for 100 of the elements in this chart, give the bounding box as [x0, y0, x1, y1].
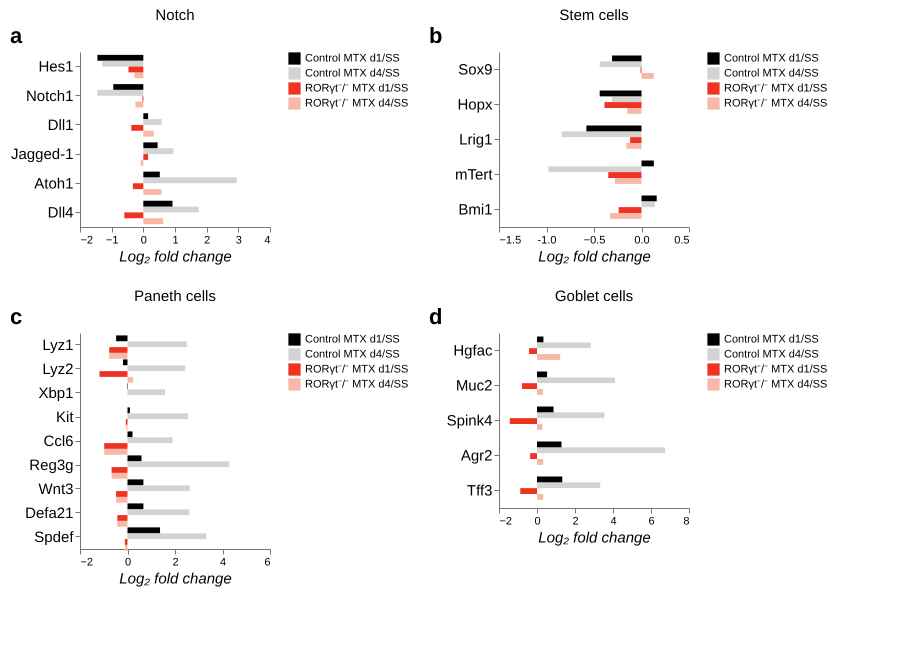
y-tick-label: Ccl6: [43, 433, 74, 450]
y-tick-label: Agr2: [460, 448, 492, 464]
legend-label: RORγt⁻/⁻ MTX d1/SS: [724, 364, 828, 376]
bar: [143, 200, 172, 207]
x-tick-label: 0: [140, 234, 147, 246]
y-tick-label: Lyz1: [42, 337, 74, 354]
chart-title: Stem cells: [559, 7, 629, 24]
y-tick-label: Muc2: [456, 378, 492, 394]
x-tick-label: 0: [124, 556, 132, 568]
bar: [537, 476, 562, 482]
bar: [143, 189, 162, 195]
x-tick-label: 2: [172, 556, 179, 568]
bar: [117, 515, 128, 521]
x-tick-label: 8: [683, 516, 690, 528]
legend-label: RORγt⁻/⁻ MTX d4/SS: [305, 378, 408, 390]
y-tick-label: Atoh1: [34, 175, 74, 192]
bar: [128, 455, 142, 462]
bar: [128, 485, 190, 492]
bar: [128, 66, 144, 72]
y-tick-label: Dll1: [48, 116, 74, 134]
bar: [102, 60, 144, 67]
y-tick-label: Spink4: [446, 412, 492, 430]
bar: [113, 84, 144, 90]
bar: [143, 148, 174, 154]
y-tick-label: Lrig1: [459, 132, 492, 148]
bar: [134, 72, 144, 78]
legend-label: RORγt⁻/⁻ MTX d1/SS: [724, 82, 828, 94]
x-tick-label: -1.0: [538, 234, 556, 246]
bar: [99, 371, 128, 377]
legend-label: RORγt⁻/⁻ MTX d1/SS: [305, 82, 408, 94]
bar: [143, 206, 199, 212]
y-tick-label: Kit: [56, 409, 74, 426]
bar: [537, 482, 600, 488]
bar: [510, 418, 537, 424]
bar: [128, 431, 132, 438]
bar: [104, 448, 128, 455]
legend-label: Control MTX d1/SS: [305, 52, 400, 64]
bar: [109, 352, 128, 359]
legend-label: RORγt⁻/⁻ MTX d4/SS: [724, 98, 828, 110]
legend-label: Control MTX d1/SS: [724, 334, 819, 346]
x-tick-label: −2: [80, 556, 94, 568]
legend-label: RORγt⁻/⁻ MTX d4/SS: [305, 98, 408, 110]
bar: [124, 539, 128, 545]
chart-title: Notch: [155, 7, 195, 24]
x-tick-label: 0: [534, 516, 541, 528]
bar: [128, 365, 186, 372]
bar: [128, 509, 190, 516]
x-tick-label: −2: [80, 234, 94, 246]
bar: [109, 347, 128, 353]
y-tick-label: Hopx: [457, 96, 493, 114]
x-tick-label: −2: [500, 516, 512, 528]
bar: [131, 124, 144, 131]
y-tick-label: Bmi1: [458, 202, 492, 218]
x-tick-label: 0.5: [674, 234, 690, 246]
y-tick-label: Xbp1: [38, 385, 74, 402]
y-tick-label: Sox9: [458, 62, 492, 78]
x-axis-title: Log₂ fold change: [119, 570, 232, 588]
bar: [135, 102, 144, 108]
y-tick-label: Defa21: [25, 505, 74, 522]
y-tick-label: Reg3g: [29, 457, 74, 474]
y-tick-label: Notch1: [26, 88, 74, 105]
x-axis-title: Log₂ fold change: [538, 530, 651, 546]
legend-label: Control MTX d4/SS: [305, 68, 400, 80]
y-tick-label: Jagged-1: [10, 146, 74, 164]
text: b: [429, 23, 442, 48]
bar: [122, 359, 128, 366]
bar: [520, 488, 537, 494]
bar: [537, 354, 560, 360]
y-tick-label: Hes1: [38, 58, 74, 76]
x-tick-label: −1: [106, 234, 118, 246]
bar: [537, 372, 548, 378]
bar: [537, 336, 544, 342]
x-tick-label: 2: [572, 516, 579, 528]
bar: [112, 472, 128, 479]
x-tick-label: 4: [264, 234, 270, 246]
bar: [537, 494, 544, 500]
bar: [128, 389, 166, 396]
x-tick-label: 4: [220, 556, 226, 568]
legend-label: Control MTX d4/SS: [305, 348, 400, 360]
legend-label: Control MTX d4/SS: [724, 68, 819, 80]
x-tick-label: 0.0: [634, 234, 650, 246]
bar: [117, 520, 128, 527]
y-tick-label: Lyz2: [42, 361, 74, 378]
bar: [128, 533, 206, 540]
bar: [97, 90, 144, 96]
bar: [537, 389, 544, 395]
bar: [143, 142, 158, 148]
legend-label: RORγt⁻/⁻ MTX d1/SS: [305, 364, 408, 376]
bar: [537, 412, 604, 418]
x-axis-title: Log₂ fold change: [119, 248, 232, 266]
bar: [128, 376, 134, 383]
y-tick-label: Spdef: [34, 529, 74, 546]
bar: [537, 342, 591, 348]
bar: [128, 413, 188, 420]
text: c: [10, 304, 22, 329]
bar: [537, 406, 554, 412]
bar: [128, 503, 144, 510]
x-tick-label: −1.5: [500, 234, 522, 246]
bar: [128, 437, 173, 444]
x-tick-label: 6: [264, 556, 270, 568]
